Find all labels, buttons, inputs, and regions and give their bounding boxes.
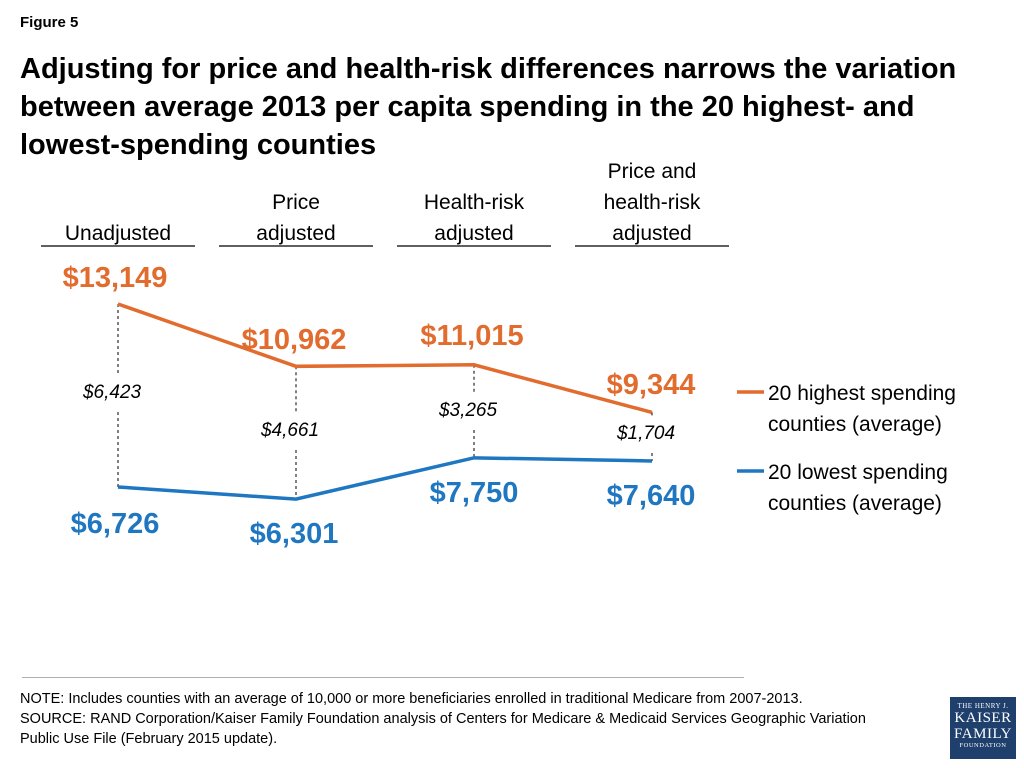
- legend-label: counties (average): [768, 413, 942, 436]
- category-label: health-risk: [604, 191, 701, 214]
- category-headers: Unadjusted Price adjusted Health-risk adjust…: [41, 160, 729, 247]
- chart-title: Adjusting for price and health-risk diff…: [20, 53, 957, 161]
- source-line: SOURCE: RAND Corporation/Kaiser Family F…: [20, 711, 866, 727]
- difference-label: $1,704: [616, 423, 675, 444]
- category-label: adjusted: [434, 222, 513, 245]
- category-label: Unadjusted: [65, 222, 171, 245]
- legend-label: counties (average): [768, 492, 942, 515]
- lowest-value-label: $6,726: [71, 508, 160, 540]
- category-label: Price and: [608, 160, 697, 183]
- legend: 20 highest spending counties (average) 20 …: [737, 382, 956, 515]
- legend-label: 20 lowest spending: [768, 461, 948, 484]
- logo-line: THE HENRY J.: [957, 702, 1009, 710]
- difference-label: $6,423: [82, 382, 142, 403]
- difference-label: $3,265: [438, 400, 498, 421]
- series-lines: [117, 302, 653, 501]
- difference-label: $4,661: [260, 420, 319, 441]
- category-label: adjusted: [256, 222, 335, 245]
- logo-line: FAMILY: [954, 726, 1012, 742]
- category-label: Health-risk: [424, 191, 525, 214]
- highest-spending-line: [117, 302, 653, 415]
- kff-logo: THE HENRY J. KAISER FAMILY FOUNDATION: [950, 697, 1016, 759]
- difference-markers: $6,423 $4,661 $3,265 $1,704: [82, 304, 675, 500]
- logo-line: KAISER: [954, 710, 1012, 726]
- logo-line: FOUNDATION: [959, 742, 1007, 749]
- source-line: Public Use File (February 2015 update).: [20, 731, 278, 747]
- chart-area: Unadjusted Price adjusted Health-risk adjust…: [41, 160, 956, 550]
- category-label: Price: [272, 191, 320, 214]
- value-labels: $13,149 $10,962 $11,015 $9,344 $6,726 $6,301 $…: [63, 262, 696, 550]
- figure-label: Figure 5: [20, 14, 79, 31]
- note-line: NOTE: Includes counties with an average …: [20, 691, 803, 707]
- legend-label: 20 highest spending: [768, 382, 956, 405]
- lowest-value-label: $7,640: [607, 480, 696, 512]
- highest-value-label: $11,015: [420, 320, 523, 352]
- lowest-spending-line: [117, 456, 653, 501]
- highest-value-label: $13,149: [63, 262, 168, 294]
- highest-value-label: $10,962: [242, 324, 347, 356]
- lowest-value-label: $6,301: [250, 518, 339, 550]
- category-label: adjusted: [612, 222, 691, 245]
- footer-divider: [22, 677, 744, 678]
- lowest-value-label: $7,750: [430, 477, 519, 509]
- footnotes: NOTE: Includes counties with an average …: [20, 689, 920, 749]
- highest-value-label: $9,344: [607, 369, 696, 401]
